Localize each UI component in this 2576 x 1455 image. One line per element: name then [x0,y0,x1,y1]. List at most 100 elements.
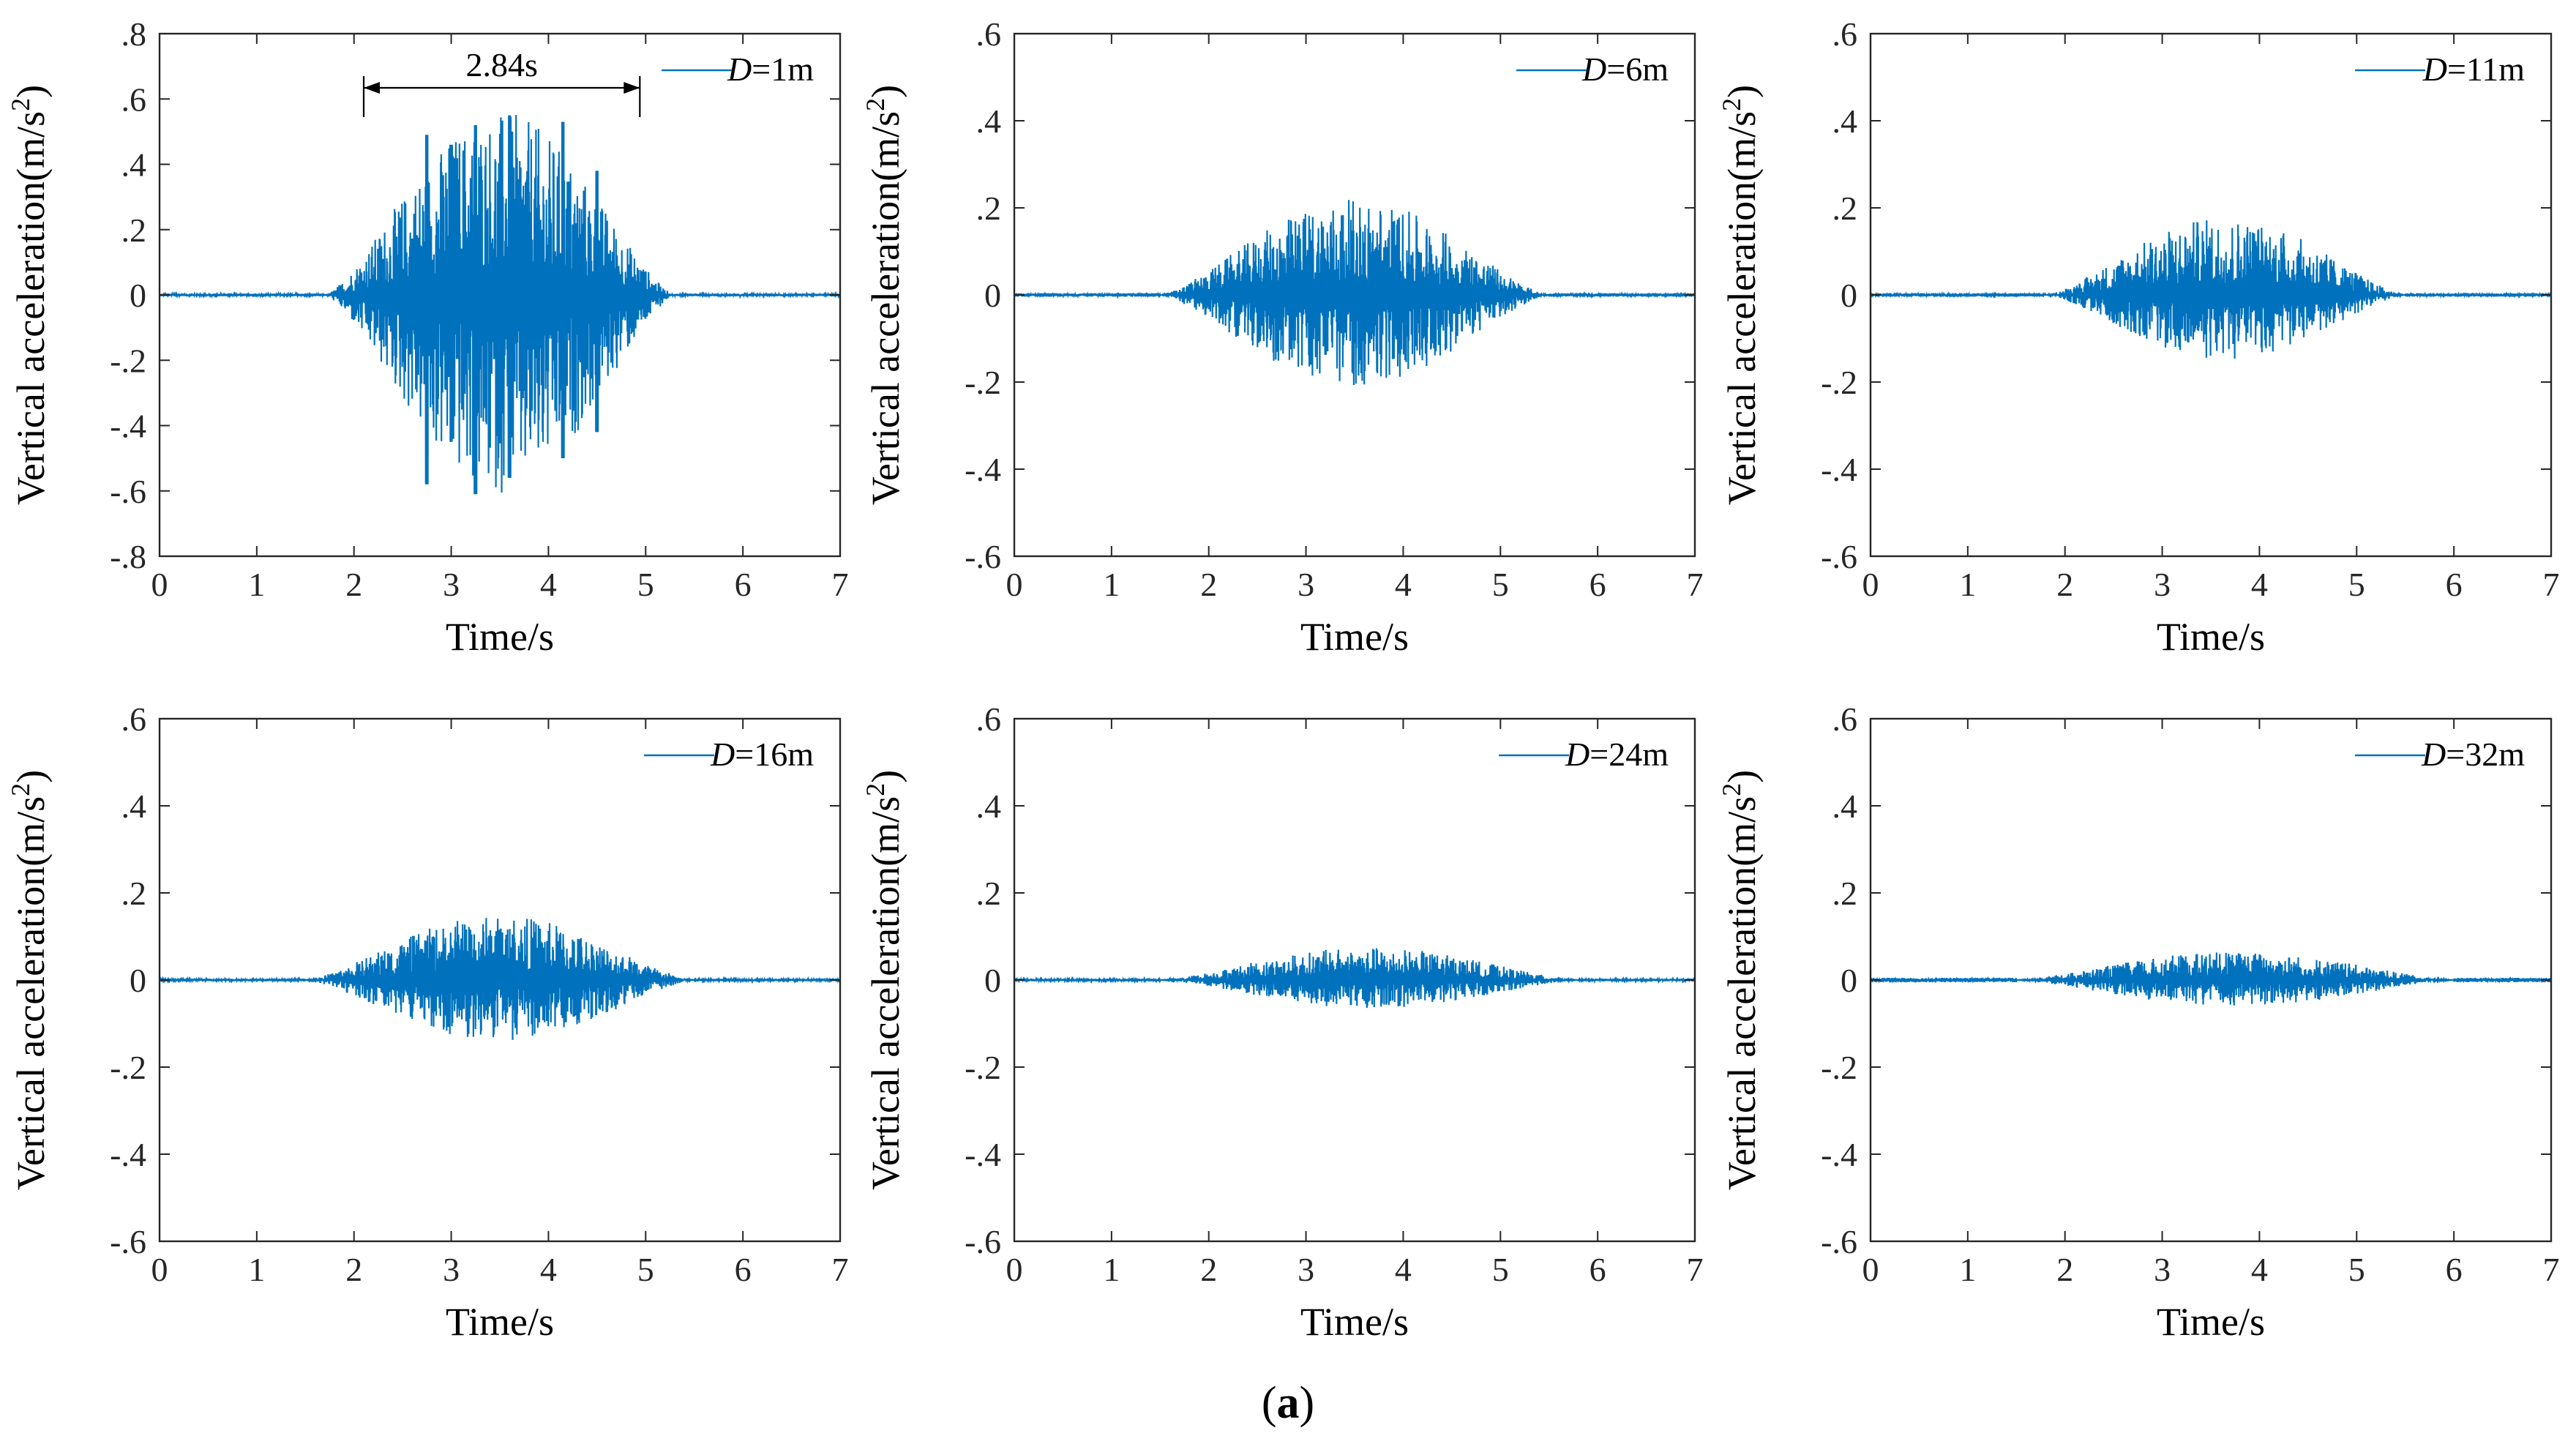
x-tick-label: 0 [1862,1251,1879,1288]
x-tick-label: 6 [2446,566,2463,603]
y-tick-label: -.6 [1821,1223,1857,1260]
legend-variable: D [710,736,735,773]
x-tick-label: 4 [2251,1251,2268,1288]
y-axis-label-superscript: 2 [6,783,35,796]
x-tick-label: 5 [637,566,654,603]
legend-variable: D [2422,51,2447,88]
x-tick-label: 2 [1200,566,1217,603]
legend-variable: D [1581,51,1606,88]
y-tick-label: .6 [976,700,1002,738]
y-tick-label: 0 [984,277,1001,314]
y-axis-label: Vertical acceleration(m/s2) [861,85,907,505]
y-tick-label: .4 [976,102,1002,140]
y-tick-label: -.6 [110,1223,146,1260]
y-axis-label-base: Vertical acceleration(m/s [1720,796,1764,1190]
y-tick-label: -.6 [1821,538,1857,575]
x-tick-label: 3 [2154,1251,2171,1288]
y-tick-label: -.4 [1821,451,1857,488]
annotation-right-arrow [624,82,640,94]
x-tick-label: 3 [443,566,460,603]
x-tick-label: 2 [345,566,362,603]
annotation-duration-label: 2.84s [465,46,537,83]
y-tick-label: .6 [976,15,1002,53]
x-tick-label: 0 [1862,566,1879,603]
x-tick-label: 5 [2348,566,2365,603]
x-tick-label: 6 [1590,566,1606,603]
legend-label: D=16m [710,736,814,773]
x-tick-label: 0 [151,1251,168,1288]
legend-label: D=24m [1565,736,1669,773]
chart-panel-4: 0 1 2 3 4 5 6 7 -.6 -.4 -.2 0 .2 .4 .6 Time/s Vertical a… [6,700,849,1344]
y-axis-label-superscript: 2 [861,98,890,111]
y-axis-label-superscript: 2 [861,783,890,796]
y-tick-label: -.2 [1821,1049,1857,1086]
legend-variable: D [1565,736,1590,773]
legend-value: =6m [1606,51,1669,88]
y-axis-label: Vertical acceleration(m/s2) [6,85,53,505]
y-axis-label-superscript: 2 [1717,783,1746,796]
x-tick-label: 2 [345,1251,362,1288]
x-axis-label: Time/s [1300,1300,1409,1344]
chart-panel-5: 0 1 2 3 4 5 6 7 -.6 -.4 -.2 0 .2 .4 .6 Time/s Vertical a… [861,700,1704,1344]
x-tick-label: 7 [2543,566,2560,603]
y-tick-label: .2 [121,875,147,912]
x-tick-label: 4 [2251,566,2268,603]
y-axis-label-base: Vertical acceleration(m/s [1720,111,1764,505]
x-tick-label: 6 [1590,1251,1606,1288]
legend-variable: D [727,51,752,88]
caption-open: ( [1261,1378,1277,1428]
legend-label: D=6m [1581,51,1669,88]
y-tick-label: -.4 [110,408,146,445]
x-tick-label: 3 [443,1251,460,1288]
x-tick-label: 1 [1103,1251,1120,1288]
chart-panel-1: 0 1 2 3 4 5 6 7 -.8 -.6 -.4 -.2 0 .2 .4 .6 .8 Time/s Verti… [6,15,849,659]
y-tick-label: -.4 [965,1136,1001,1173]
x-tick-label: 3 [1298,566,1314,603]
x-tick-label: 1 [1959,566,1976,603]
y-tick-label: -.4 [1821,1136,1857,1173]
series-line-4 [158,918,842,1040]
x-tick-label: 7 [2543,1251,2560,1288]
x-tick-label: 2 [2056,566,2073,603]
x-tick-label: 5 [637,1251,654,1288]
y-tick-label: .4 [1832,102,1858,140]
y-tick-label: .8 [121,15,147,53]
y-axis-label-close: ) [1720,770,1764,783]
x-tick-label: 7 [832,566,849,603]
x-tick-label: 3 [1298,1251,1314,1288]
x-axis-label: Time/s [446,1300,554,1344]
y-axis-label-base: Vertical acceleration(m/s [864,796,907,1190]
x-tick-label: 0 [1006,1251,1023,1288]
series-line-5 [1014,948,1696,1009]
y-axis-label-close: ) [864,770,907,783]
y-tick-label: -.2 [1821,364,1857,401]
y-axis-label: Vertical acceleration(m/s2) [1717,770,1764,1190]
legend-value: =1m [752,51,814,88]
y-tick-label: 0 [984,962,1001,999]
y-tick-label: 0 [130,962,146,999]
x-tick-label: 3 [2154,566,2171,603]
y-tick-label: .6 [121,700,147,738]
y-axis-label-base: Vertical acceleration(m/s [9,111,53,505]
x-axis-label: Time/s [446,615,554,659]
x-tick-label: 1 [1103,566,1120,603]
legend-value: =24m [1590,736,1669,773]
y-axis-label: Vertical acceleration(m/s2) [6,770,53,1190]
y-axis-label-superscript: 2 [6,98,35,111]
x-tick-label: 5 [1492,1251,1509,1288]
x-tick-label: 6 [735,566,752,603]
annotation-left-arrow [364,82,380,94]
y-axis-label: Vertical acceleration(m/s2) [861,770,907,1190]
y-tick-label: .4 [121,146,147,184]
y-tick-label: -.8 [110,538,146,575]
x-tick-label: 4 [540,1251,557,1288]
x-axis-label: Time/s [2157,1300,2265,1344]
x-tick-label: 1 [248,1251,265,1288]
y-tick-label: .2 [976,875,1002,912]
y-axis-label: Vertical acceleration(m/s2) [1717,85,1764,505]
y-axis-label-base: Vertical acceleration(m/s [864,111,907,505]
y-axis-label-base: Vertical acceleration(m/s [9,796,53,1190]
y-axis-label-close: ) [1720,85,1764,98]
y-tick-label: -.2 [110,1049,146,1086]
